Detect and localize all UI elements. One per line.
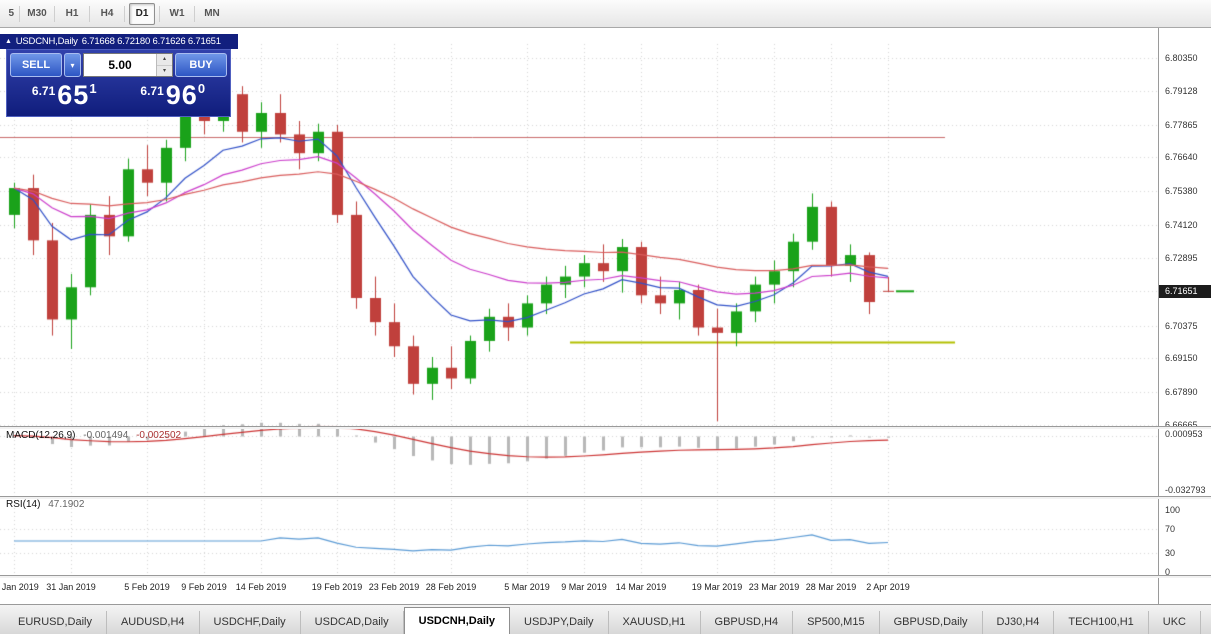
date-axis-label: 23 Mar 2019 <box>748 582 800 592</box>
price-scale-label: 6.74120 <box>1165 220 1198 231</box>
timeframe-button-h4[interactable]: H4 <box>100 8 114 19</box>
chart-tab-usdcad-daily[interactable]: USDCAD,Daily <box>301 611 404 634</box>
toolbar-separator <box>89 5 90 22</box>
timeframe-button-w1[interactable]: W1 <box>169 8 185 19</box>
toolbar-separator <box>19 5 20 22</box>
chart-tab-gbpusd-daily[interactable]: GBPUSD,Daily <box>880 611 983 634</box>
chart-tab-tech100-h1[interactable]: TECH100,H1 <box>1054 611 1149 634</box>
panel-separator[interactable] <box>0 496 1211 499</box>
sell-price-sup: 1 <box>89 81 97 96</box>
timeframe-button-d1[interactable]: D1 <box>129 2 155 25</box>
chart-canvas[interactable] <box>0 28 1158 604</box>
volume-value[interactable]: 5.00 <box>108 58 132 72</box>
rsi-scale-label: 30 <box>1165 548 1176 559</box>
rsi-scale-label: 0 <box>1165 567 1171 577</box>
date-axis-label: 9 Mar 2019 <box>561 582 607 592</box>
timeframe-button-m30[interactable]: M30 <box>27 8 47 19</box>
sell-price: 6.71 65 1 <box>10 77 119 115</box>
toolbar-separator <box>54 5 55 22</box>
price-scale-label: 6.79128 <box>1165 85 1198 96</box>
price-scale-label: 6.67890 <box>1165 387 1198 398</box>
price-scale-label: 6.66665 <box>1165 420 1198 430</box>
macd-scale-label: -0.032793 <box>1165 485 1206 495</box>
chevron-down-icon: ▾ <box>70 60 75 70</box>
timeframe-toolbar: 5 M30 H1 H4 D1 W1 MN <box>0 0 1211 28</box>
toolbar-separator <box>194 5 195 22</box>
chart-symbol-period: USDCNH,Daily <box>15 36 78 47</box>
buy-button[interactable]: BUY <box>175 53 227 77</box>
buy-price-sup: 0 <box>197 81 206 96</box>
toolbar-separator <box>159 5 160 22</box>
panel-separator[interactable] <box>0 575 1211 578</box>
date-axis-label: 19 Mar 2019 <box>691 582 743 592</box>
macd-indicator-label: MACD(12,26,9) -0.001494 -0.002502 <box>6 430 181 441</box>
date-axis-label: 14 Mar 2019 <box>615 582 667 592</box>
chart-tab-dj30-h4[interactable]: DJ30,H4 <box>983 611 1055 634</box>
price-scale-label: 6.76640 <box>1165 152 1198 163</box>
chart-title: ▲ USDCNH,Daily 6.71668 6.72180 6.71626 6… <box>0 34 238 49</box>
one-click-trading-panel: SELL ▾ 5.00 ▴ ▾ BUY 6.71 65 1 <box>6 49 231 117</box>
rsi-scale-label: 100 <box>1165 505 1181 515</box>
price-scale-label: 6.75380 <box>1165 186 1198 197</box>
date-axis-label: 31 Jan 2019 <box>46 582 96 592</box>
price-scale-label: 6.69150 <box>1165 353 1198 364</box>
macd-name: MACD(12,26,9) <box>6 430 76 441</box>
chart-window: ▲ USDCNH,Daily 6.71668 6.72180 6.71626 6… <box>0 28 1211 604</box>
buy-price: 6.71 96 0 <box>119 77 228 115</box>
timeframe-button-h1[interactable]: H1 <box>65 8 79 19</box>
date-axis-label: 28 Mar 2019 <box>805 582 857 592</box>
collapse-panel-icon[interactable]: ▲ <box>5 38 12 45</box>
spinner-down-icon[interactable]: ▾ <box>157 65 172 76</box>
price-scale-label: 6.70375 <box>1165 320 1198 331</box>
bid-price-badge: 6.71651 <box>1159 284 1211 298</box>
price-scale-label: 6.77865 <box>1165 119 1198 130</box>
price-scale-label: 6.72895 <box>1165 252 1198 263</box>
macd-scale-label: 0.000953 <box>1165 429 1203 439</box>
buy-price-big: 96 <box>165 80 198 110</box>
chart-tabs: EURUSD,Daily AUDUSD,H4 USDCHF,Daily USDCAD,… <box>0 604 1211 634</box>
date-axis-label: 14 Feb 2019 <box>235 582 287 592</box>
rsi-name: RSI(14) <box>6 499 41 510</box>
sell-price-big: 65 <box>57 80 90 110</box>
chart-tab-audusd-h4[interactable]: AUDUSD,H4 <box>107 611 200 634</box>
price-scale-label: 6.80350 <box>1165 53 1198 63</box>
chart-tab-sp500-m15[interactable]: SP500,M15 <box>793 611 880 634</box>
date-axis-label: 9 Feb 2019 <box>181 582 227 592</box>
chart-tab-usdchf-daily[interactable]: USDCHF,Daily <box>200 611 301 634</box>
chart-tab-ukc[interactable]: UKC <box>1149 611 1201 634</box>
volume-dropdown-button[interactable]: ▾ <box>64 53 81 77</box>
sell-button[interactable]: SELL <box>10 53 62 77</box>
date-axis-label: 26 Jan 2019 <box>0 582 39 592</box>
rsi-indicator-label: RSI(14) 47.1902 <box>6 499 84 510</box>
date-axis-label: 19 Feb 2019 <box>311 582 363 592</box>
macd-signal-value: -0.002502 <box>136 430 182 441</box>
date-axis-label: 2 Apr 2019 <box>866 582 910 592</box>
price-scale[interactable]: 6.80350 6.79128 6.77865 6.76640 6.75380 6.741… <box>1158 28 1211 604</box>
chart-tab-xauusd-h1[interactable]: XAUUSD,H1 <box>609 611 701 634</box>
timeframe-button-mn[interactable]: MN <box>204 8 220 19</box>
spinner-up-icon[interactable]: ▴ <box>157 54 172 66</box>
volume-input[interactable]: 5.00 ▴ ▾ <box>83 53 173 77</box>
chart-tab-usdjpy-daily[interactable]: USDJPY,Daily <box>510 611 609 634</box>
chart-tab-eurusd-daily[interactable]: EURUSD,Daily <box>4 611 107 634</box>
rsi-value: 47.1902 <box>48 499 85 510</box>
date-axis-label: 5 Feb 2019 <box>124 582 170 592</box>
date-axis-label: 5 Mar 2019 <box>504 582 550 592</box>
sell-price-prefix: 6.71 <box>31 84 56 98</box>
panel-separator[interactable] <box>0 426 1211 429</box>
rsi-scale-label: 70 <box>1165 523 1176 534</box>
volume-stepper[interactable]: ▴ ▾ <box>156 54 172 76</box>
timeframe-button-5[interactable]: 5 <box>8 8 14 19</box>
toolbar-separator <box>124 5 125 22</box>
buy-price-prefix: 6.71 <box>140 84 164 98</box>
date-axis-label: 28 Feb 2019 <box>425 582 477 592</box>
chart-ohlc-values: 6.71668 6.72180 6.71626 6.71651 <box>81 36 221 47</box>
chart-tab-gbpusd-h4[interactable]: GBPUSD,H4 <box>701 611 794 634</box>
date-axis-label: 23 Feb 2019 <box>368 582 420 592</box>
macd-main-value: -0.001494 <box>83 430 129 441</box>
date-axis[interactable]: 26 Jan 2019 31 Jan 2019 5 Feb 2019 9 Feb 20… <box>0 576 1158 604</box>
chart-tab-usdcnh-daily[interactable]: USDCNH,Daily <box>403 607 511 634</box>
